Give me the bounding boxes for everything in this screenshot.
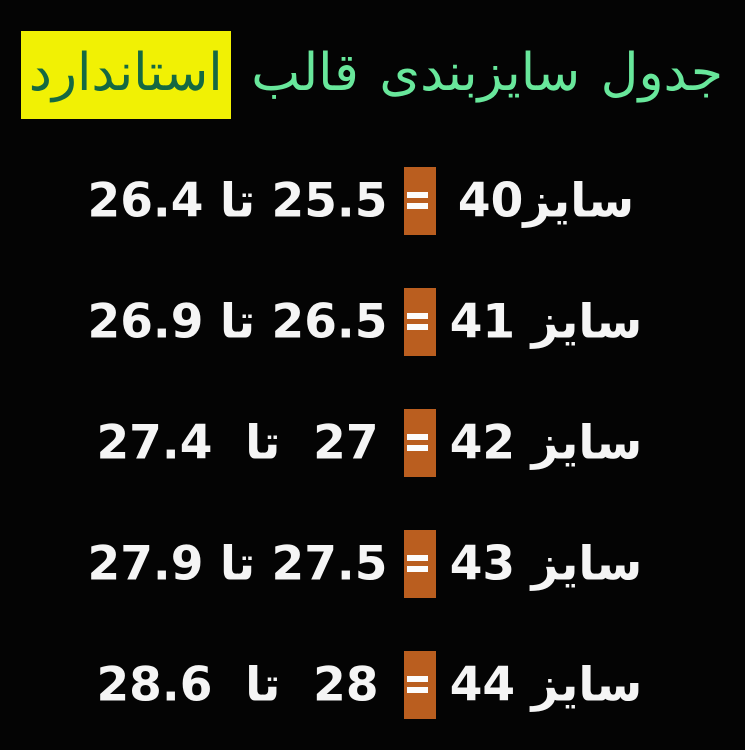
equals-icon <box>404 650 436 719</box>
range-value: 25.5 تا 26.4 <box>87 173 389 228</box>
size-label: سایز 41 <box>449 294 644 349</box>
page-title-main: جدول سایزبندی قالب <box>251 43 723 103</box>
size-table: 25.5 تا 26.4 سایز40 26.5 تا 26.9 سایز 41… <box>0 140 745 745</box>
size-label: سایز 44 <box>449 657 644 712</box>
table-row: 27.5 تا 27.9 سایز 43 <box>0 503 745 624</box>
range-value: 27.5 تا 27.9 <box>87 536 389 591</box>
size-label: سایز40 <box>457 173 635 228</box>
range-value: 28 تا 28.6 <box>96 657 379 712</box>
equals-bar-bottom <box>407 445 428 451</box>
size-label: سایز 43 <box>449 536 644 591</box>
equals-bar-bottom <box>407 324 428 330</box>
equals-icon <box>404 166 436 235</box>
table-row: 26.5 تا 26.9 سایز 41 <box>0 261 745 382</box>
equals-icon <box>404 529 436 598</box>
equals-bar-top <box>407 313 428 319</box>
table-row: 28 تا 28.6 سایز 44 <box>0 624 745 745</box>
equals-bar-bottom <box>407 566 428 572</box>
range-value: 26.5 تا 26.9 <box>87 294 389 349</box>
equals-bar-top <box>407 192 428 198</box>
page-title: جدول سایزبندی قالب استاندارد <box>8 31 723 119</box>
equals-icon <box>404 287 436 356</box>
size-label: سایز 42 <box>449 415 644 470</box>
equals-icon <box>404 408 436 477</box>
table-row: 25.5 تا 26.4 سایز40 <box>0 140 745 261</box>
table-row: 27 تا 27.4 سایز 42 <box>0 382 745 503</box>
equals-bar-top <box>407 555 428 561</box>
range-value: 27 تا 27.4 <box>96 415 379 470</box>
title-highlight: استاندارد <box>20 31 231 119</box>
equals-bar-bottom <box>407 687 428 693</box>
equals-bar-top <box>407 434 428 440</box>
equals-bar-bottom <box>407 203 428 209</box>
equals-bar-top <box>407 676 428 682</box>
